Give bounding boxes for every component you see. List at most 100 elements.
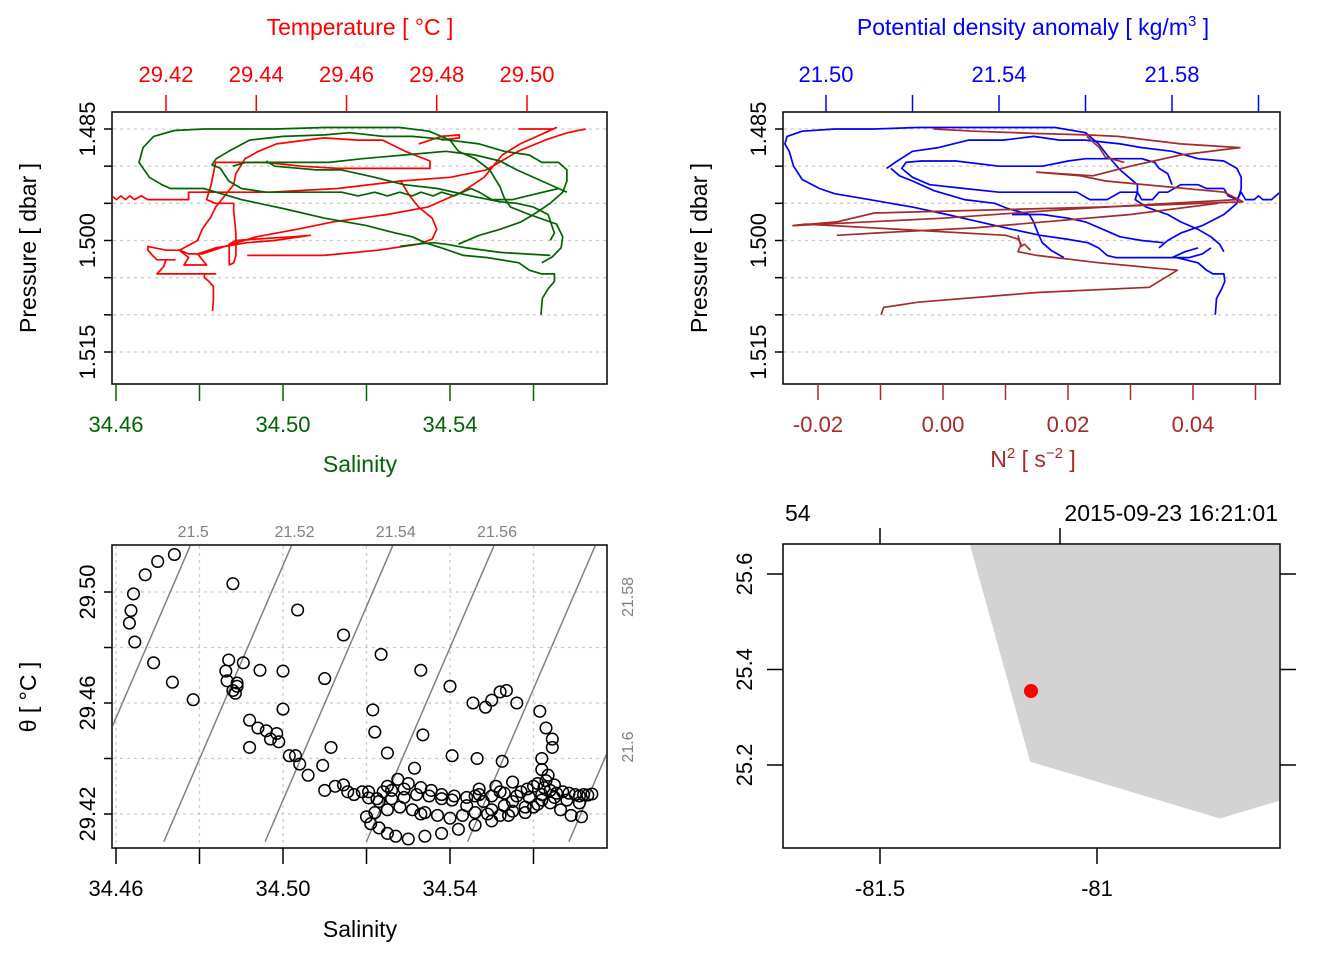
- salinity-profile-line: [232, 150, 568, 193]
- ts-point: [472, 788, 486, 802]
- ts-point: [585, 787, 599, 801]
- ts-point: [366, 703, 380, 717]
- isopycnal-line: [264, 546, 394, 843]
- salinity-profile-line: [211, 131, 568, 245]
- panel-station-map: -81.5 -81 25.2 25.4 25.6 54 2015-09-23 16:21…: [732, 500, 1296, 901]
- n2-label-n: N: [990, 446, 1007, 472]
- density-axis-title-end: ]: [1196, 14, 1209, 40]
- ts-point: [485, 693, 499, 707]
- y-tick-label: 25.4: [732, 648, 757, 691]
- salinity-axis-title: Salinity: [323, 916, 398, 942]
- salinity-profile-line: [138, 126, 564, 315]
- ts-point: [251, 721, 265, 735]
- ts-point: [186, 693, 200, 707]
- ts-point: [165, 675, 179, 689]
- ts-point: [468, 818, 482, 832]
- ts-point: [228, 686, 242, 700]
- y-tick-label: 29.46: [75, 675, 100, 730]
- land-polygon: [970, 545, 1279, 819]
- plot-frame: [782, 111, 1281, 385]
- density-axis-title-text: Potential density anomaly [ kg/m: [857, 14, 1188, 40]
- ts-point: [385, 783, 399, 797]
- ts-point: [539, 721, 553, 735]
- ts-point: [293, 757, 307, 771]
- top-tick-label: 21.54: [971, 62, 1026, 87]
- ts-point: [545, 740, 559, 754]
- ts-point: [243, 713, 257, 727]
- ts-point: [539, 774, 553, 788]
- ts-point: [397, 782, 411, 796]
- top-tick-label: 29.46: [319, 62, 374, 87]
- ts-point: [501, 808, 516, 822]
- ts-point: [364, 817, 378, 831]
- x-tick-label: 34.50: [255, 876, 310, 901]
- ts-point: [151, 554, 165, 569]
- x-tick-label: 34.54: [422, 412, 477, 437]
- ts-point: [230, 679, 244, 693]
- ts-point: [506, 804, 520, 818]
- potential-density-anomaly-profile-line: [784, 126, 1226, 315]
- density-axis-title: Potential density anomaly [ kg/m3 ]: [857, 13, 1209, 40]
- ts-point: [272, 735, 286, 749]
- isopycnal-label: 21.6: [620, 731, 637, 762]
- n2-label-end: ]: [1063, 446, 1076, 472]
- ts-point: [230, 676, 244, 690]
- ts-point: [288, 749, 303, 763]
- ts-point: [405, 803, 419, 817]
- y-tick-label: 29.50: [75, 564, 100, 619]
- x-tick-label: 0.00: [922, 412, 965, 437]
- ts-point: [470, 751, 484, 766]
- ts-point: [416, 728, 430, 742]
- ts-point: [368, 806, 382, 820]
- panel-ts-diagram: 21.5 21.52 21.54 21.56 21.58 21.6 29.50 29.46 29…: [15, 524, 637, 942]
- salinity-profile-line: [265, 160, 556, 241]
- ts-point: [147, 656, 161, 670]
- ts-point: [435, 788, 449, 802]
- ts-point: [533, 704, 547, 718]
- potential-density-anomaly-profile-line: [900, 157, 1224, 201]
- ts-point: [401, 832, 415, 846]
- potential-density-anomaly-profile-line: [1012, 213, 1164, 244]
- ts-point: [455, 808, 470, 822]
- ts-point: [481, 807, 495, 821]
- ts-point: [520, 782, 534, 796]
- ts-point: [385, 792, 399, 806]
- ts-point: [276, 664, 290, 678]
- ts-point: [226, 577, 240, 591]
- n2-label-rest: [ s: [1015, 446, 1046, 472]
- n2-label-sup2: −2: [1046, 445, 1063, 462]
- ts-point: [236, 656, 250, 670]
- ts-point: [336, 778, 351, 792]
- ts-point: [560, 793, 574, 807]
- ts-point: [435, 826, 449, 840]
- axes: -81.5 -81 25.2 25.4 25.6: [732, 528, 1296, 901]
- ts-point: [495, 754, 509, 768]
- x-tick-label: -0.02: [793, 412, 843, 437]
- ts-point: [318, 672, 332, 686]
- panel-temperature-salinity-profile: 1.485 1.500 1.515 34.46 34.50 34.54 29.42 29.44…: [15, 14, 608, 477]
- ts-point: [362, 791, 376, 805]
- ts-point: [468, 806, 482, 820]
- pressure-axis-title: Pressure [ dbar ]: [686, 163, 712, 333]
- ts-point: [489, 779, 503, 793]
- isopycnal-label: 21.58: [620, 577, 637, 617]
- ts-point: [445, 749, 459, 763]
- x-tick-label: 34.54: [422, 876, 477, 901]
- ts-point: [336, 628, 351, 642]
- ts-point: [414, 781, 428, 795]
- ts-point: [226, 683, 240, 698]
- ts-point: [243, 740, 257, 754]
- axes: 21.5 21.52 21.54 21.56 21.58 21.6 29.50 29.46 29…: [75, 524, 637, 901]
- ts-point: [447, 789, 461, 803]
- temperature-profile-line: [202, 128, 586, 194]
- ts-point: [222, 653, 236, 667]
- ts-point: [510, 789, 524, 803]
- x-tick-label: -81: [1081, 876, 1113, 901]
- ts-point: [545, 732, 559, 746]
- pressure-axis-title: Pressure [ dbar ]: [15, 163, 41, 333]
- ts-point: [397, 790, 411, 804]
- panel-density-n2-profile: 1.485 1.500 1.515 -0.02 0.00 0.02 0.04 21.50 21.…: [686, 13, 1281, 472]
- ts-point: [410, 788, 424, 802]
- ts-point: [493, 808, 507, 822]
